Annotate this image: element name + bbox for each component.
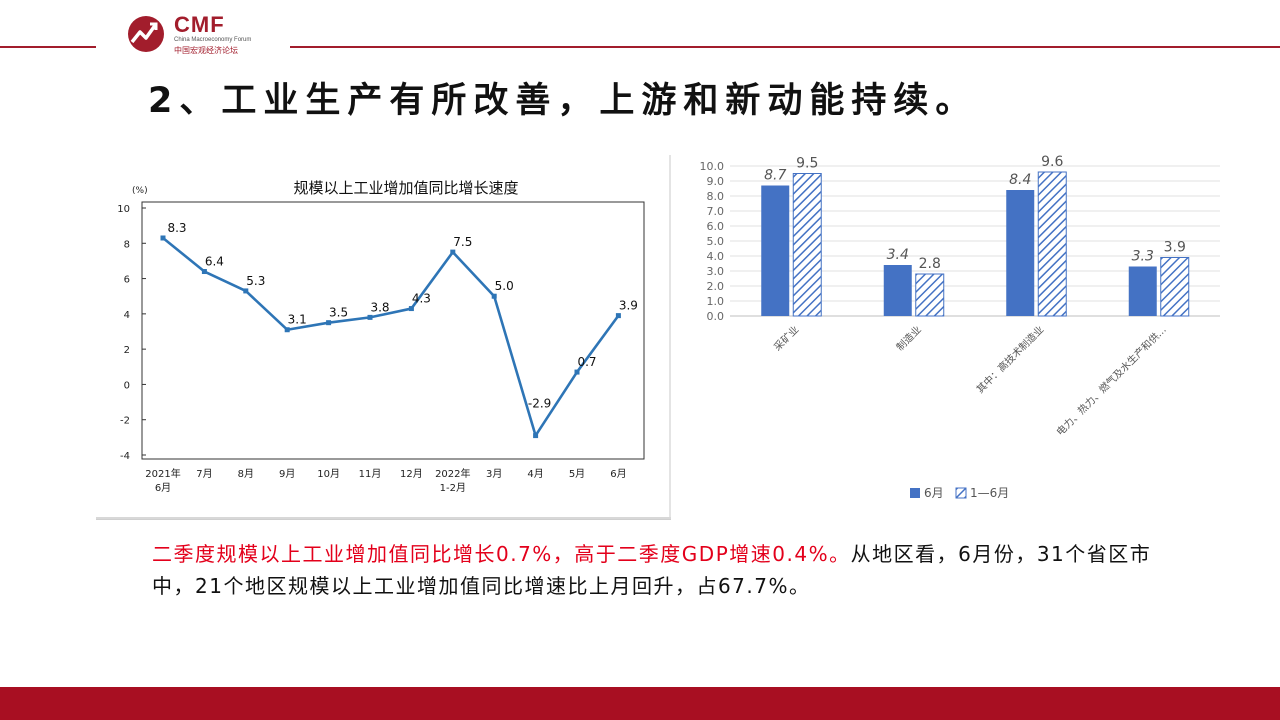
bar-chart-ytick: 8.0 [707, 190, 725, 203]
bar-chart-category-label: 采矿业 [771, 323, 801, 353]
line-chart-frame [141, 201, 645, 460]
line-chart-point [491, 293, 497, 299]
line-chart-xtick: 6月 [610, 468, 626, 480]
line-chart-point [450, 249, 456, 255]
line-chart-point [284, 327, 290, 333]
line-chart-point [367, 314, 373, 320]
line-chart-xtick: 5月 [569, 468, 585, 480]
line-chart-xtick: 12月 [400, 468, 423, 480]
line-chart-point [326, 320, 332, 326]
bar-chart-ytick: 9.0 [707, 175, 725, 188]
line-chart-ylabel: (%) [132, 186, 148, 196]
bar-chart-category-label: 其中：高技术制造业 [974, 323, 1047, 396]
line-chart-series [162, 236, 620, 437]
bar-chart-legend-swatch [955, 487, 967, 499]
header-rule-right [290, 46, 1280, 48]
line-chart-ytick: -2 [120, 416, 130, 427]
bar-chart-bar [761, 185, 790, 316]
line-chart-point [574, 369, 580, 375]
bar-chart-ytick: 4.0 [707, 250, 725, 263]
bar-chart-legend-label: 6月 [924, 486, 944, 500]
bar-chart-ytick: 3.0 [707, 265, 725, 278]
line-chart-data-label: 4.3 [412, 292, 431, 306]
line-chart-data-label: -2.9 [528, 397, 551, 411]
line-chart-ytick: 0 [124, 380, 130, 391]
line-chart-ytick: 6 [124, 275, 130, 286]
footer-bar [0, 687, 1280, 720]
line-chart-data-label: 3.1 [288, 313, 307, 327]
bar-chart-bar [1160, 257, 1190, 317]
bar-chart-ytick: 10.0 [700, 160, 725, 173]
bar-chart-data-label: 8.7 [764, 168, 786, 184]
bar-chart-data-label: 2.8 [919, 256, 941, 272]
line-chart-xtick: 2021年 6月 [145, 467, 180, 494]
logo-cn-name: 中国宏观经济论坛 [174, 46, 238, 55]
line-chart-point [243, 288, 249, 294]
line-chart-data-label: 3.8 [370, 300, 389, 314]
bar-chart-ytick: 2.0 [707, 280, 725, 293]
bar-chart-ytick: 1.0 [707, 295, 725, 308]
line-chart-data-label: 7.5 [453, 235, 472, 249]
bar-chart-category-label: 制造业 [893, 323, 923, 353]
line-chart-ytick: 10 [117, 204, 130, 215]
line-chart-xtick: 9月 [279, 468, 295, 480]
line-chart-ytick: 8 [124, 239, 130, 250]
line-chart-data-label: 0.7 [577, 355, 596, 369]
line-chart-point [160, 235, 166, 241]
description-rest: 从地区看，6月份，31个省区市中，21个地区规模以上工业增加值同比增速比上月回升… [152, 542, 1152, 598]
bar-chart-data-label: 9.6 [1041, 154, 1063, 170]
logo-subtitle: China Macroeconomy Forum [174, 37, 252, 43]
bar-chart-ytick: 5.0 [707, 235, 725, 248]
cmf-logo: CMF China Macroeconomy Forum 中国宏观经济论坛 [126, 12, 286, 56]
bar-chart-bar [883, 265, 912, 316]
line-chart-point [533, 433, 539, 439]
line-chart-point [408, 306, 414, 312]
bar-chart-ytick: 7.0 [707, 205, 725, 218]
line-chart-ytick: 4 [124, 310, 130, 321]
header-rule-left [0, 46, 96, 48]
description-highlight: 二季度规模以上工业增加值同比增长0.7%，高于二季度GDP增速0.4%。 [152, 542, 851, 566]
line-chart-title: 规模以上工业增加值同比增长速度 [293, 179, 518, 197]
slide-title: 2、工业生产有所改善，上游和新动能持续。 [148, 81, 978, 121]
line-chart-data-label: 5.0 [495, 279, 514, 293]
line-chart-ytick: -4 [120, 451, 130, 462]
bar-chart-panel: 10.0 9.0 8.0 7.0 6.0 5.0 4.0 3.0 2.0 1.0 0.0 8.7 9.5… [690, 152, 1235, 520]
line-chart-xtick: 3月 [486, 468, 502, 480]
logo-name: CMF [174, 12, 225, 37]
line-chart-point [201, 269, 207, 275]
line-chart-data-label: 3.9 [619, 299, 638, 313]
line-chart-data-label: 5.3 [246, 274, 265, 288]
line-chart-panel: 规模以上工业增加值同比增长速度 (%) 10 8 6 4 2 0 -2 -4 2021年 6月 7月 8月… [96, 155, 671, 519]
bar-chart-ytick: 0.0 [707, 310, 725, 323]
bar-chart-ytick: 6.0 [707, 220, 725, 233]
line-chart-xtick: 11月 [359, 468, 382, 480]
bar-chart-bar [1128, 266, 1157, 316]
line-chart-ytick: 2 [124, 345, 130, 356]
bar-chart: 10.0 9.0 8.0 7.0 6.0 5.0 4.0 3.0 2.0 1.0 0.0 8.7 9.5… [700, 154, 1220, 500]
bar-chart-legend-label: 1—6月 [970, 486, 1009, 500]
bar-chart-bar [792, 173, 822, 317]
bar-chart-bar [1037, 171, 1067, 317]
line-chart-data-label: 6.4 [205, 255, 224, 269]
line-chart-point [615, 313, 621, 319]
bar-chart-legend-swatch [910, 488, 920, 498]
line-chart-data-label: 8.3 [167, 221, 186, 235]
bar-chart-data-label: 3.9 [1164, 240, 1186, 256]
line-chart-data-label: 3.5 [329, 306, 348, 320]
line-chart-xtick: 4月 [527, 468, 543, 480]
line-chart-xtick: 2022年 1-2月 [435, 467, 470, 494]
cmf-logo-icon [128, 16, 164, 52]
bar-chart-data-label: 9.5 [796, 156, 818, 172]
line-chart-xtick: 7月 [196, 468, 212, 480]
line-chart-xtick: 8月 [238, 468, 254, 480]
bar-chart-bar [1006, 190, 1035, 316]
bar-chart-category-label: 电力、热力、燃气及水生产和供… [1054, 323, 1169, 438]
bar-chart-data-label: 3.4 [887, 247, 909, 263]
description: 二季度规模以上工业增加值同比增长0.7%，高于二季度GDP增速0.4%。从地区看… [152, 538, 1162, 602]
line-chart-xtick: 10月 [317, 468, 340, 480]
bar-chart-data-label: 8.4 [1009, 172, 1031, 188]
bar-chart-data-label: 3.3 [1132, 249, 1154, 265]
bar-chart-bar [915, 273, 945, 317]
line-chart: 规模以上工业增加值同比增长速度 (%)10 8 6 4 2 0 -2 -4 2021年 6月 7月 8月… [117, 179, 645, 494]
